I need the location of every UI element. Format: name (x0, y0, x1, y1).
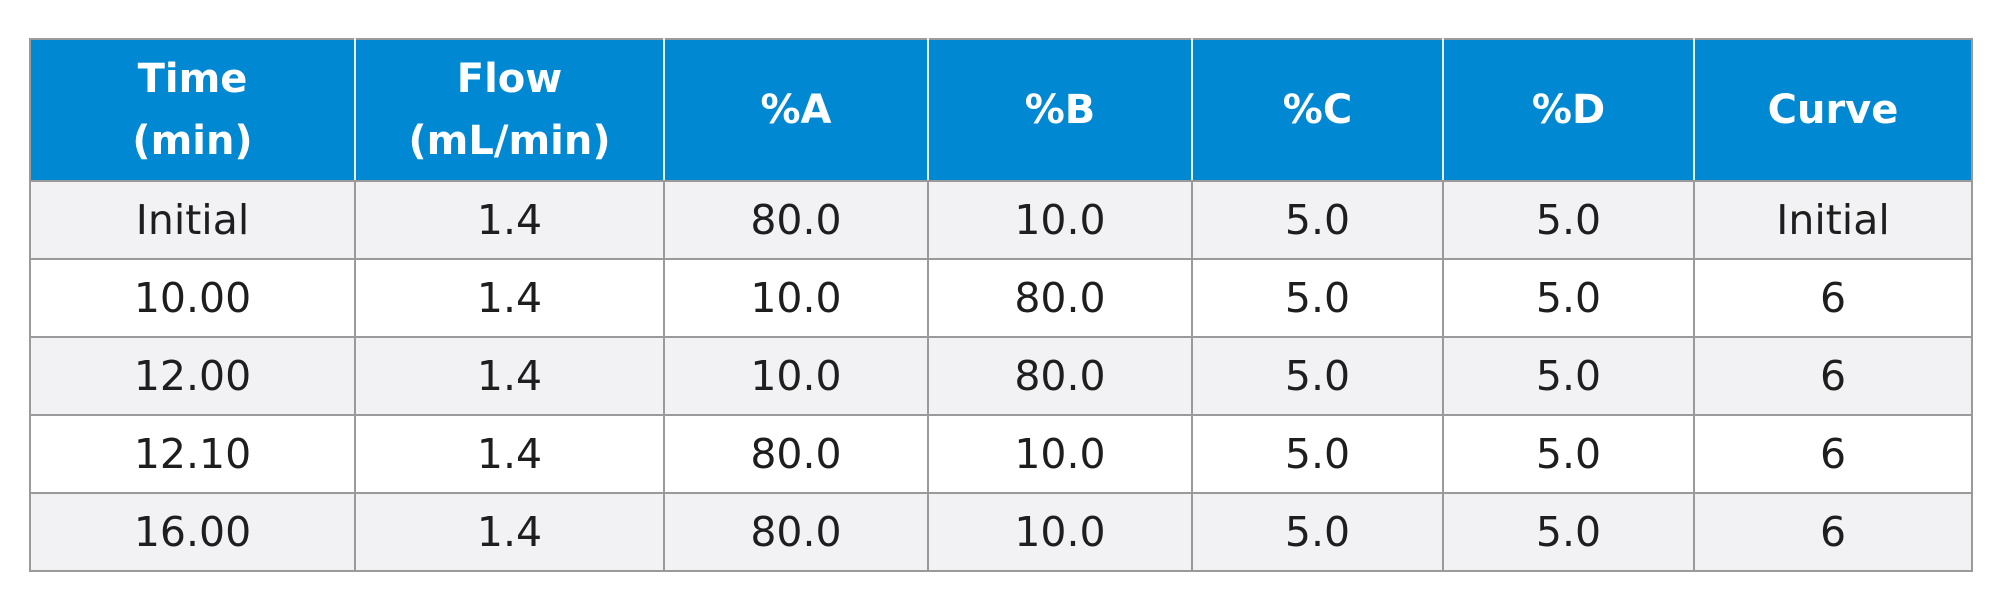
cell-flow: 1.4 (354, 336, 665, 416)
cell-time: 12.00 (29, 336, 356, 416)
table-body: Initial 1.4 80.0 10.0 5.0 5.0 Initial 10… (29, 180, 1973, 572)
header-percent-c: %C (1191, 38, 1444, 182)
cell-percent-c: 5.0 (1191, 336, 1444, 416)
cell-flow: 1.4 (354, 492, 665, 572)
header-flow-line-2: (mL/min) (408, 118, 611, 164)
cell-percent-b: 10.0 (927, 180, 1193, 260)
header-flow-line-1: Flow (456, 56, 563, 102)
cell-time: 10.00 (29, 258, 356, 338)
header-row: Time (min) Flow (mL/min) %A %B %C %D (29, 38, 1973, 182)
cell-percent-d: 5.0 (1442, 336, 1695, 416)
header-time-line-1: Time (137, 56, 248, 102)
header-percent-c-label: %C (1282, 87, 1353, 133)
header-percent-a: %A (663, 38, 929, 182)
table-row: 12.00 1.4 10.0 80.0 5.0 5.0 6 (29, 336, 1973, 416)
cell-time: 12.10 (29, 414, 356, 494)
cell-percent-d: 5.0 (1442, 492, 1695, 572)
cell-flow: 1.4 (354, 180, 665, 260)
header-curve-label: Curve (1767, 87, 1899, 133)
table-header: Time (min) Flow (mL/min) %A %B %C %D (29, 38, 1973, 182)
cell-percent-c: 5.0 (1191, 258, 1444, 338)
cell-flow: 1.4 (354, 258, 665, 338)
header-percent-b: %B (927, 38, 1193, 182)
cell-curve: 6 (1693, 492, 1973, 572)
cell-percent-b: 10.0 (927, 414, 1193, 494)
cell-percent-b: 10.0 (927, 492, 1193, 572)
cell-percent-b: 80.0 (927, 336, 1193, 416)
header-percent-b-label: %B (1024, 87, 1096, 133)
cell-curve: 6 (1693, 258, 1973, 338)
cell-curve: 6 (1693, 414, 1973, 494)
header-flow: Flow (mL/min) (354, 38, 665, 182)
cell-time: Initial (29, 180, 356, 260)
cell-curve: Initial (1693, 180, 1973, 260)
cell-percent-b: 80.0 (927, 258, 1193, 338)
cell-percent-a: 80.0 (663, 414, 929, 494)
table-row: 12.10 1.4 80.0 10.0 5.0 5.0 6 (29, 414, 1973, 494)
cell-percent-c: 5.0 (1191, 492, 1444, 572)
cell-percent-c: 5.0 (1191, 414, 1444, 494)
header-curve: Curve (1693, 38, 1973, 182)
header-time: Time (min) (29, 38, 356, 182)
table-row: 16.00 1.4 80.0 10.0 5.0 5.0 6 (29, 492, 1973, 572)
cell-percent-d: 5.0 (1442, 258, 1695, 338)
header-percent-a-label: %A (760, 87, 832, 133)
cell-percent-d: 5.0 (1442, 180, 1695, 260)
table-row: 10.00 1.4 10.0 80.0 5.0 5.0 6 (29, 258, 1973, 338)
cell-percent-a: 10.0 (663, 336, 929, 416)
table-row: Initial 1.4 80.0 10.0 5.0 5.0 Initial (29, 180, 1973, 260)
gradient-table: Time (min) Flow (mL/min) %A %B %C %D (29, 38, 1973, 572)
cell-percent-d: 5.0 (1442, 414, 1695, 494)
gradient-table-container: Time (min) Flow (mL/min) %A %B %C %D (29, 38, 1973, 572)
header-percent-d: %D (1442, 38, 1695, 182)
cell-flow: 1.4 (354, 414, 665, 494)
cell-curve: 6 (1693, 336, 1973, 416)
cell-percent-a: 80.0 (663, 180, 929, 260)
cell-time: 16.00 (29, 492, 356, 572)
header-time-line-2: (min) (132, 118, 253, 164)
header-percent-d-label: %D (1531, 87, 1606, 133)
cell-percent-a: 80.0 (663, 492, 929, 572)
cell-percent-a: 10.0 (663, 258, 929, 338)
cell-percent-c: 5.0 (1191, 180, 1444, 260)
